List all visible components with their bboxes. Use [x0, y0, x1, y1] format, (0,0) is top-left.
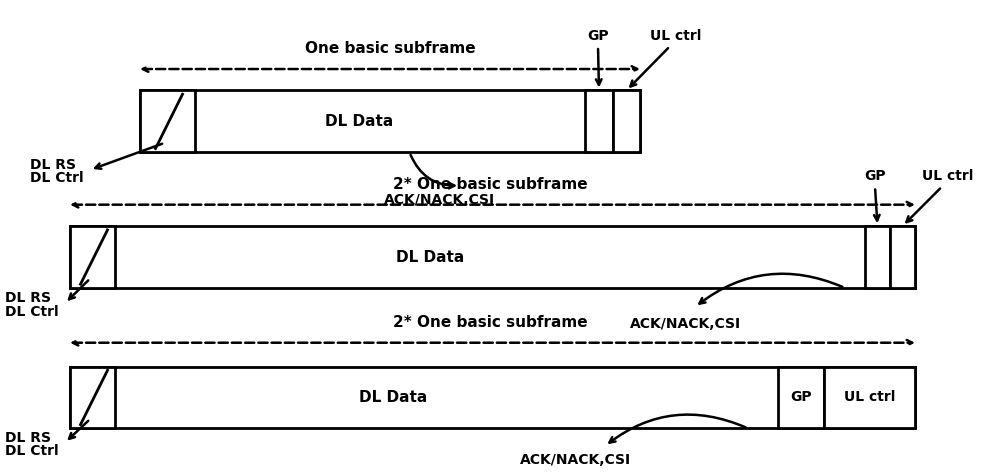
- Bar: [70, 367, 915, 428]
- Bar: [140, 90, 195, 152]
- Text: DL RS: DL RS: [30, 158, 76, 172]
- Text: DL RS: DL RS: [5, 291, 51, 306]
- Text: DL Ctrl: DL Ctrl: [5, 444, 59, 458]
- Bar: [778, 367, 824, 428]
- Text: One basic subframe: One basic subframe: [305, 41, 475, 56]
- Text: UL ctrl: UL ctrl: [922, 169, 973, 183]
- Text: 2* One basic subframe: 2* One basic subframe: [393, 177, 587, 192]
- Text: GP: GP: [587, 29, 609, 43]
- Text: DL Ctrl: DL Ctrl: [5, 305, 59, 319]
- Text: 2* One basic subframe: 2* One basic subframe: [393, 315, 587, 330]
- Text: DL Data: DL Data: [396, 249, 464, 265]
- Bar: [70, 226, 115, 288]
- Bar: [140, 90, 640, 152]
- Text: GP: GP: [864, 169, 886, 183]
- Text: DL Ctrl: DL Ctrl: [30, 171, 84, 186]
- Bar: [824, 367, 915, 428]
- Bar: [70, 226, 915, 288]
- Text: ACK/NACK,CSI: ACK/NACK,CSI: [519, 453, 631, 467]
- Text: UL ctrl: UL ctrl: [844, 390, 895, 405]
- Text: ACK/NACK,CSI: ACK/NACK,CSI: [629, 317, 741, 330]
- Bar: [865, 226, 890, 288]
- Bar: [890, 226, 915, 288]
- Text: DL Data: DL Data: [325, 114, 393, 129]
- Text: DL Data: DL Data: [359, 390, 428, 405]
- Text: ACK/NACK,CSI: ACK/NACK,CSI: [384, 193, 496, 207]
- Bar: [613, 90, 640, 152]
- Text: DL RS: DL RS: [5, 431, 51, 445]
- Bar: [585, 90, 613, 152]
- Text: GP: GP: [790, 390, 812, 405]
- Bar: [70, 367, 115, 428]
- Text: UL ctrl: UL ctrl: [650, 29, 701, 43]
